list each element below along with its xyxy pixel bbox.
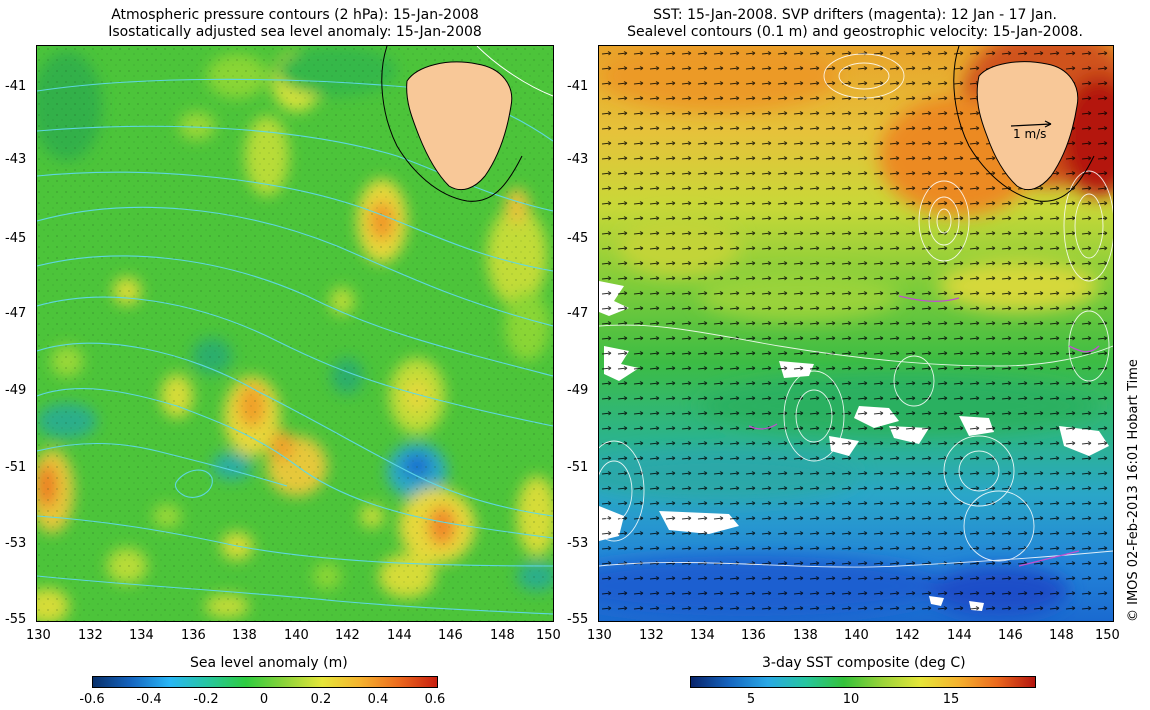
left-x-tick-146: 146 — [438, 628, 463, 643]
left-x-tick-132: 132 — [78, 628, 103, 643]
left-y-tick-53: -53 — [5, 536, 27, 551]
sst-colorbar — [690, 676, 1036, 688]
right-x-tick-142: 142 — [895, 628, 920, 643]
sla-colorbar-label-0.2: 0.2 — [310, 692, 332, 707]
left-x-tick-148: 148 — [490, 628, 515, 643]
right-x-tick-130: 130 — [587, 628, 612, 643]
sst-colorbar-label-10: 10 — [842, 692, 860, 707]
left-x-tick-150: 150 — [536, 628, 561, 643]
imos-credit: © IMOS 02-Feb-2013 16:01 Hobart Time — [1126, 359, 1141, 622]
left-x-tick-134: 134 — [129, 628, 154, 643]
velocity-scale-label: 1 m/s — [1013, 127, 1047, 141]
tasmania-land — [381, 46, 553, 202]
velocity-scale-arrow — [1010, 120, 1052, 128]
pressure-contours — [37, 78, 553, 615]
sst-map-svg — [599, 46, 1113, 621]
sst-map: 1 m/s — [598, 45, 1114, 622]
sla-colorbar-label-0.6: 0.6 — [424, 692, 446, 707]
sla-map-svg — [37, 46, 553, 621]
right-x-tick-144: 144 — [947, 628, 972, 643]
right-title-line1: SST: 15-Jan-2008. SVP drifters (magenta)… — [653, 7, 1057, 23]
svp-drifter-tracks — [748, 295, 1100, 567]
right-title-line2: Sealevel contours (0.1 m) and geostrophi… — [627, 24, 1083, 40]
left-panel-title: Atmospheric pressure contours (2 hPa): 1… — [36, 7, 554, 41]
left-x-tick-144: 144 — [387, 628, 412, 643]
left-title-line2: Isostatically adjusted sea level anomaly… — [108, 24, 482, 40]
sla-colorbar-label-neg0.4: -0.4 — [136, 692, 162, 707]
left-x-tick-136: 136 — [181, 628, 206, 643]
sst-colorbar-label-15: 15 — [942, 692, 960, 707]
sst-colorbar-label-5: 5 — [746, 692, 756, 707]
sla-colorbar-label-neg0.6: -0.6 — [79, 692, 105, 707]
right-panel-title: SST: 15-Jan-2008. SVP drifters (magenta)… — [596, 7, 1114, 41]
left-y-tick-41: -41 — [5, 79, 27, 94]
left-x-tick-138: 138 — [232, 628, 257, 643]
right-x-tick-150: 150 — [1095, 628, 1120, 643]
right-x-tick-132: 132 — [639, 628, 664, 643]
sla-colorbar-label-neg0.2: -0.2 — [193, 692, 219, 707]
right-y-tick-55: -55 — [567, 612, 589, 627]
sealevel-contours — [599, 53, 1113, 568]
right-x-tick-146: 146 — [998, 628, 1023, 643]
left-y-tick-55: -55 — [5, 612, 27, 627]
left-y-tick-45: -45 — [5, 231, 27, 246]
right-y-tick-51: -51 — [567, 460, 589, 475]
right-y-tick-53: -53 — [567, 536, 589, 551]
sla-colorbar-title: Sea level anomaly (m) — [190, 655, 348, 671]
right-y-tick-47: -47 — [567, 306, 589, 321]
sst-colorbar-title: 3-day SST composite (deg C) — [762, 655, 966, 671]
right-y-tick-49: -49 — [567, 383, 589, 398]
left-title-line1: Atmospheric pressure contours (2 hPa): 1… — [111, 7, 479, 23]
right-x-tick-140: 140 — [844, 628, 869, 643]
left-x-tick-140: 140 — [284, 628, 309, 643]
left-x-tick-130: 130 — [26, 628, 51, 643]
right-y-tick-41: -41 — [567, 79, 589, 94]
sla-colorbar — [92, 676, 438, 688]
left-x-tick-142: 142 — [335, 628, 360, 643]
right-x-tick-134: 134 — [690, 628, 715, 643]
sla-colorbar-label-0.4: 0.4 — [367, 692, 389, 707]
right-y-tick-43: -43 — [567, 152, 589, 167]
left-y-tick-47: -47 — [5, 306, 27, 321]
left-y-tick-49: -49 — [5, 383, 27, 398]
right-y-tick-45: -45 — [567, 231, 589, 246]
sla-colorbar-label-0: 0 — [259, 692, 269, 707]
right-x-tick-138: 138 — [793, 628, 818, 643]
left-y-tick-43: -43 — [5, 152, 27, 167]
right-x-tick-136: 136 — [741, 628, 766, 643]
right-x-tick-148: 148 — [1049, 628, 1074, 643]
sea-level-anomaly-map — [36, 45, 554, 622]
left-y-tick-51: -51 — [5, 460, 27, 475]
